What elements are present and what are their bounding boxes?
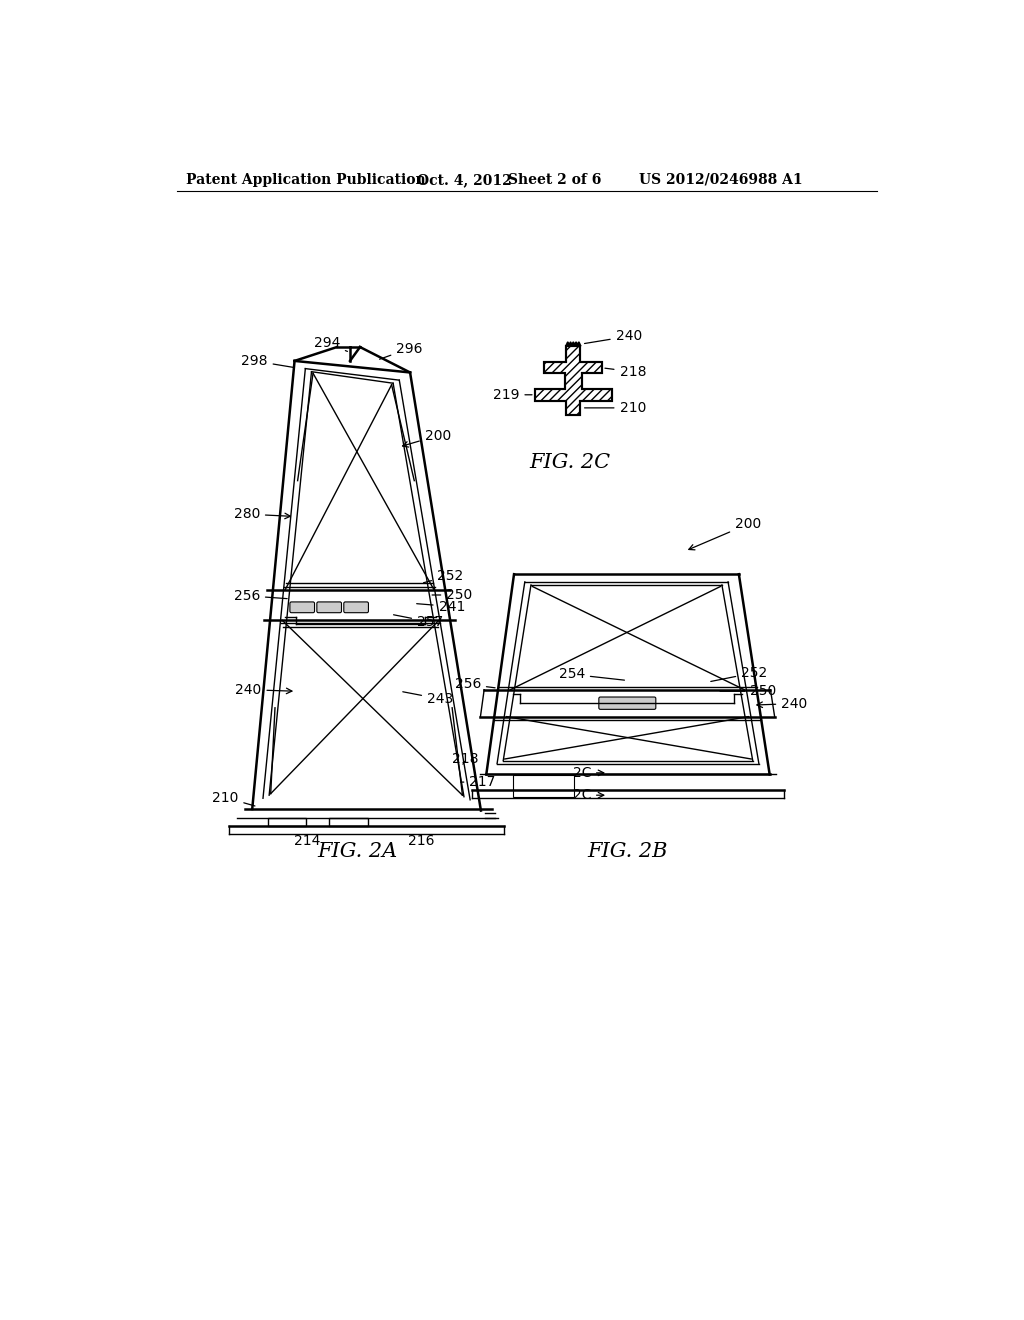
Bar (267, 818, 306, 826)
Text: 294: 294 (313, 337, 347, 351)
Text: 252: 252 (711, 665, 767, 681)
Text: 217: 217 (461, 775, 496, 789)
Text: Patent Application Publication: Patent Application Publication (186, 173, 426, 187)
Text: FIG. 2A: FIG. 2A (317, 842, 398, 861)
Text: 256: 256 (455, 677, 495, 692)
FancyBboxPatch shape (290, 602, 314, 612)
FancyBboxPatch shape (344, 602, 369, 612)
Text: 216: 216 (409, 834, 435, 847)
Text: 252: 252 (424, 569, 463, 582)
Text: 240: 240 (757, 697, 808, 710)
Text: 210: 210 (585, 401, 646, 414)
Text: 210: 210 (212, 791, 255, 807)
Text: 2C: 2C (572, 788, 604, 803)
Text: Sheet 2 of 6: Sheet 2 of 6 (508, 173, 601, 187)
FancyBboxPatch shape (599, 697, 655, 709)
Text: 219: 219 (493, 388, 532, 401)
Text: FIG. 2B: FIG. 2B (587, 842, 668, 861)
FancyBboxPatch shape (316, 602, 341, 612)
Text: 200: 200 (689, 517, 761, 550)
Text: FIG. 2C: FIG. 2C (529, 453, 610, 473)
Text: 214: 214 (295, 834, 321, 847)
Text: 241: 241 (417, 599, 465, 614)
Text: Oct. 4, 2012: Oct. 4, 2012 (417, 173, 512, 187)
Text: 243: 243 (402, 692, 454, 706)
Polygon shape (535, 346, 611, 414)
Text: 2C: 2C (572, 766, 604, 780)
Text: US 2012/0246988 A1: US 2012/0246988 A1 (639, 173, 803, 187)
Text: 256: 256 (233, 589, 287, 603)
Bar (330, 818, 368, 826)
Text: 250: 250 (720, 684, 776, 698)
Text: 240: 240 (236, 682, 292, 697)
Text: 257: 257 (393, 615, 443, 628)
Text: 296: 296 (380, 342, 423, 359)
Text: 280: 280 (233, 507, 291, 521)
Text: 218: 218 (453, 752, 479, 766)
Text: 200: 200 (402, 429, 451, 447)
Text: 250: 250 (432, 587, 472, 602)
Bar (513, 775, 574, 797)
Text: 298: 298 (241, 354, 293, 368)
Text: 254: 254 (559, 668, 625, 681)
Text: 218: 218 (605, 364, 646, 379)
Text: 240: 240 (585, 329, 642, 343)
